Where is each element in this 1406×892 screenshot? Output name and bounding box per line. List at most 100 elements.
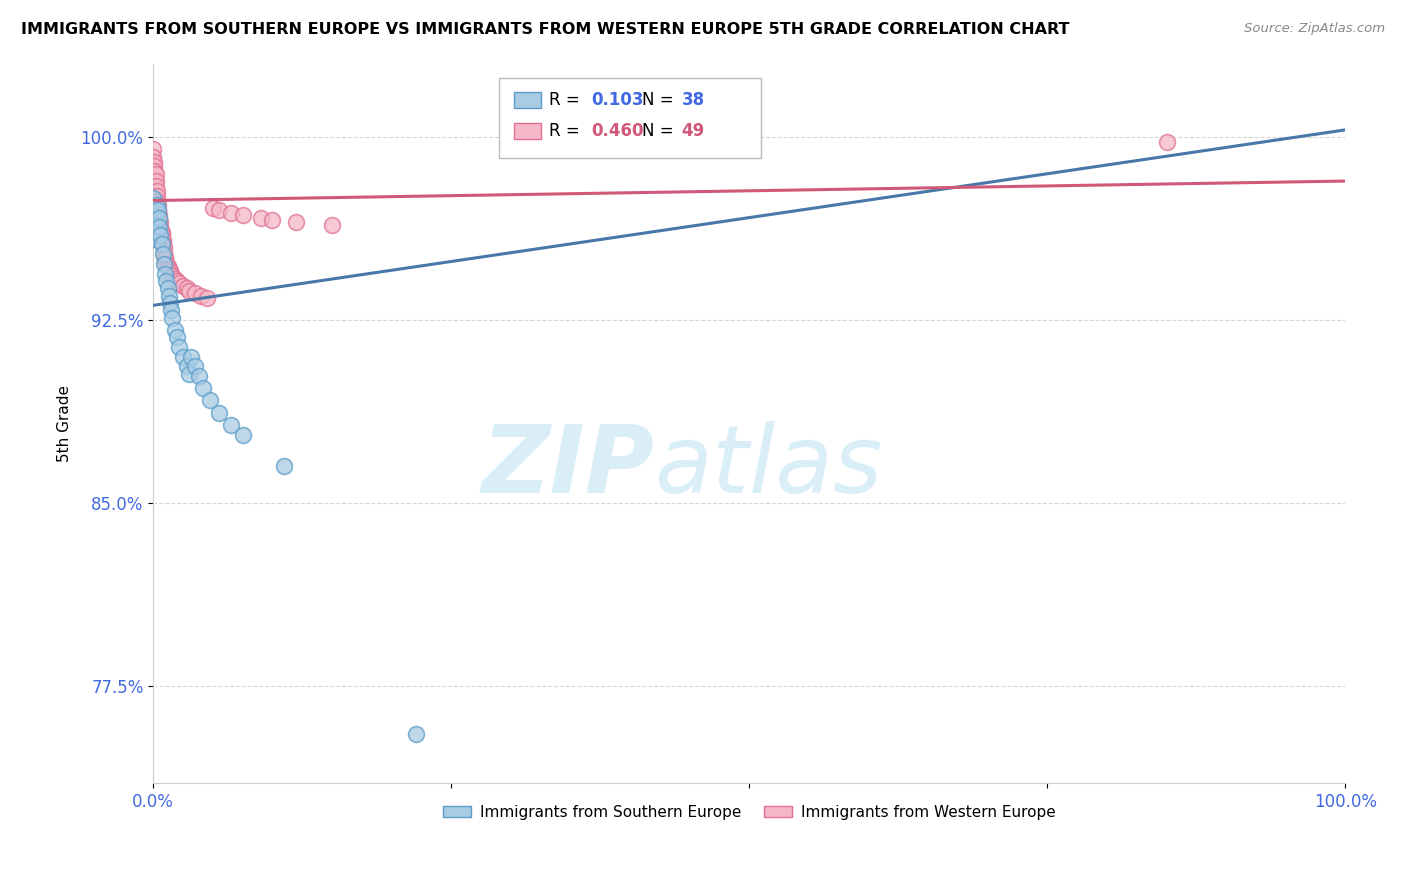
Text: IMMIGRANTS FROM SOUTHERN EUROPE VS IMMIGRANTS FROM WESTERN EUROPE 5TH GRADE CORR: IMMIGRANTS FROM SOUTHERN EUROPE VS IMMIG… [21, 22, 1070, 37]
Point [145, 174, 167, 188]
Point [159, 296, 181, 310]
Text: R =: R = [550, 122, 585, 140]
Point [153, 267, 176, 281]
Point [169, 340, 191, 354]
Point [157, 261, 180, 276]
Point [160, 267, 183, 281]
Point [148, 208, 170, 222]
Point [162, 269, 184, 284]
Point [150, 237, 173, 252]
Point [1156, 135, 1178, 149]
Point [177, 284, 200, 298]
Point [166, 330, 188, 344]
Point [177, 367, 200, 381]
Text: ZIP: ZIP [481, 421, 654, 513]
Point [146, 198, 169, 212]
Point [145, 218, 167, 232]
Text: atlas: atlas [654, 421, 882, 512]
Point [285, 215, 308, 229]
Point [155, 274, 177, 288]
Point [148, 211, 170, 225]
Point [153, 257, 176, 271]
Point [150, 225, 173, 239]
Point [142, 191, 165, 205]
Point [152, 247, 174, 261]
Point [153, 240, 176, 254]
Point [149, 227, 172, 242]
Point [146, 233, 169, 247]
Point [146, 225, 169, 239]
Text: N =: N = [643, 122, 679, 140]
Point [166, 274, 188, 288]
Point [153, 244, 176, 259]
Text: N =: N = [643, 91, 679, 109]
Point [321, 218, 343, 232]
Point [172, 278, 194, 293]
Point [162, 310, 184, 325]
Point [273, 459, 295, 474]
Point [262, 213, 284, 227]
Point [149, 215, 172, 229]
Point [187, 369, 209, 384]
Point [145, 178, 167, 193]
Point [169, 277, 191, 291]
Point [190, 288, 212, 302]
Point [208, 203, 231, 218]
Point [160, 303, 183, 318]
Point [152, 233, 174, 247]
Point [145, 167, 167, 181]
Point [150, 227, 173, 242]
Point [156, 260, 179, 274]
Point [146, 194, 169, 208]
Point [200, 393, 222, 408]
Point [148, 220, 170, 235]
Text: 49: 49 [682, 122, 704, 140]
Point [143, 160, 166, 174]
Text: 38: 38 [682, 91, 704, 109]
Point [143, 208, 166, 222]
Point [155, 257, 177, 271]
Point [146, 188, 169, 202]
Point [145, 213, 167, 227]
Point [208, 406, 231, 420]
Point [149, 220, 172, 235]
Point [142, 150, 165, 164]
Point [184, 286, 207, 301]
Text: 0.460: 0.460 [591, 122, 644, 140]
Point [219, 417, 242, 432]
Point [176, 359, 198, 374]
Text: 0.103: 0.103 [591, 91, 644, 109]
Point [193, 381, 215, 395]
FancyBboxPatch shape [515, 92, 541, 108]
Point [148, 213, 170, 227]
Point [153, 250, 176, 264]
Point [146, 203, 169, 218]
Y-axis label: 5th Grade: 5th Grade [58, 385, 72, 462]
Point [172, 350, 194, 364]
Point [232, 427, 254, 442]
Point [143, 201, 166, 215]
Point [180, 350, 202, 364]
Point [143, 154, 166, 169]
Point [201, 201, 224, 215]
Point [146, 184, 169, 198]
FancyBboxPatch shape [515, 123, 541, 139]
Point [195, 291, 218, 305]
Point [176, 281, 198, 295]
Point [163, 323, 186, 337]
Point [156, 281, 179, 295]
Point [143, 164, 166, 178]
Text: Source: ZipAtlas.com: Source: ZipAtlas.com [1244, 22, 1385, 36]
Point [153, 252, 176, 266]
Point [157, 288, 180, 302]
Point [184, 359, 207, 374]
FancyBboxPatch shape [499, 78, 761, 158]
Point [249, 211, 271, 225]
Point [146, 198, 169, 212]
Point [232, 208, 254, 222]
Point [405, 727, 427, 741]
Point [142, 142, 165, 156]
Point [159, 264, 181, 278]
Point [152, 237, 174, 252]
Point [219, 205, 242, 219]
